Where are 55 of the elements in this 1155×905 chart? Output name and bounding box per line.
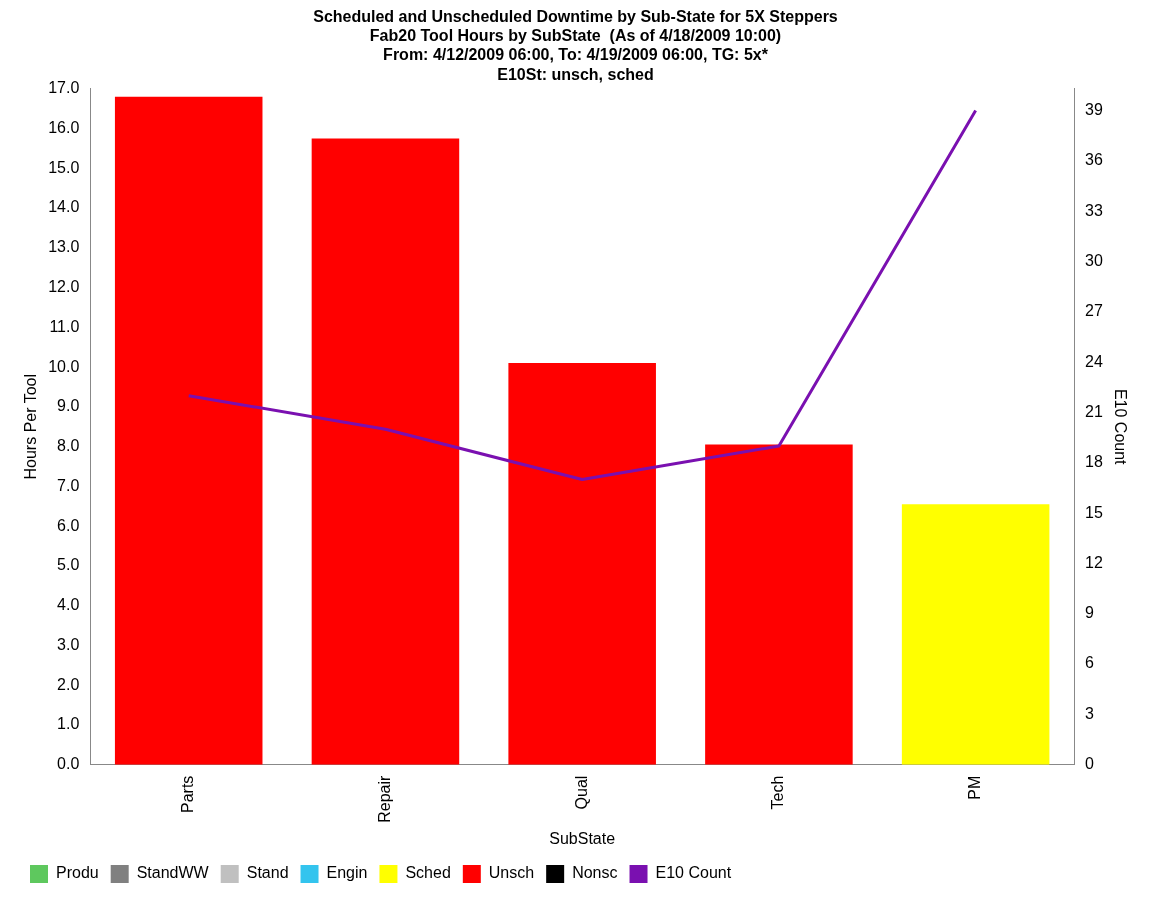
y-tick-label: 11.0 [49, 317, 80, 335]
legend-label: E10 Count [655, 864, 732, 882]
y-axis-title: Hours Per Tool [22, 373, 40, 480]
x-tick-label: Repair [375, 775, 393, 823]
bar [114, 96, 263, 765]
y-tick-label: 13.0 [48, 238, 80, 256]
y2-tick-label: 18 [1085, 453, 1103, 471]
y2-tick-label: 24 [1085, 352, 1103, 370]
legend-label: Unsch [488, 864, 535, 882]
legend-label: Engin [326, 864, 368, 882]
y-tick-label: 5.0 [57, 556, 80, 574]
legend-label: Stand [246, 864, 289, 882]
x-tick-label: Tech [769, 775, 787, 810]
y2-tick-label: 30 [1085, 251, 1103, 269]
y2-tick-label: 39 [1085, 101, 1103, 119]
y2-tick-label: 27 [1085, 302, 1103, 320]
y-tick-label: 2.0 [57, 675, 80, 693]
legend-label: Sched [405, 864, 451, 882]
y-tick-label: 12.0 [48, 277, 80, 295]
y-tick-label: 3.0 [57, 635, 80, 653]
x-tick-label: PM [966, 775, 984, 800]
y-tick-label: 16.0 [48, 118, 80, 136]
y2-tick-label: 36 [1085, 151, 1103, 169]
x-tick-label: Qual [572, 775, 590, 810]
y2-tick-label: 12 [1085, 553, 1103, 571]
y-tick-label: 0.0 [57, 755, 80, 773]
bar [508, 363, 656, 765]
legend-label: StandWW [136, 864, 210, 882]
bar [705, 444, 853, 765]
y-tick-label: 10.0 [48, 357, 80, 375]
y-tick-label: 17.0 [48, 79, 80, 97]
y-tick-label: 14.0 [48, 198, 80, 216]
y2-tick-label: 3 [1085, 704, 1094, 722]
y-tick-label: 9.0 [57, 397, 80, 415]
y2-tick-label: 33 [1085, 201, 1103, 219]
y2-tick-label: 9 [1085, 604, 1094, 622]
legend-label: Produ [56, 864, 99, 882]
x-tick-label: Parts [179, 775, 197, 814]
y2-axis-title: E10 Count [1111, 388, 1129, 466]
legend-label: Nonsc [572, 864, 618, 882]
y2-tick-label: 6 [1085, 654, 1094, 672]
chart-subtitle: Fab20 Tool Hours by SubState (As of 4/18/2009 10:00) From: 4/12/2009 06:00, To: 4/19/2009 06:00, TG: 5x* E10St: unsch, sched [369, 27, 782, 83]
chart-title: Scheduled and Unscheduled Downtime by Sub-State for 5X Steppers [313, 8, 838, 26]
y-tick-label: 8.0 [57, 437, 80, 455]
y-tick-label: 6.0 [57, 516, 80, 534]
y-tick-label: 7.0 [57, 476, 80, 494]
y-tick-label: 15.0 [48, 158, 80, 176]
y-tick-label: 1.0 [57, 715, 80, 733]
y-tick-label: 4.0 [57, 596, 80, 614]
x-axis-title: SubState [549, 829, 616, 847]
bar [311, 138, 460, 765]
y2-tick-label: 21 [1085, 402, 1103, 420]
bar [901, 504, 1050, 765]
y2-tick-label: 15 [1085, 503, 1103, 521]
y2-tick-label: 0 [1085, 755, 1094, 773]
